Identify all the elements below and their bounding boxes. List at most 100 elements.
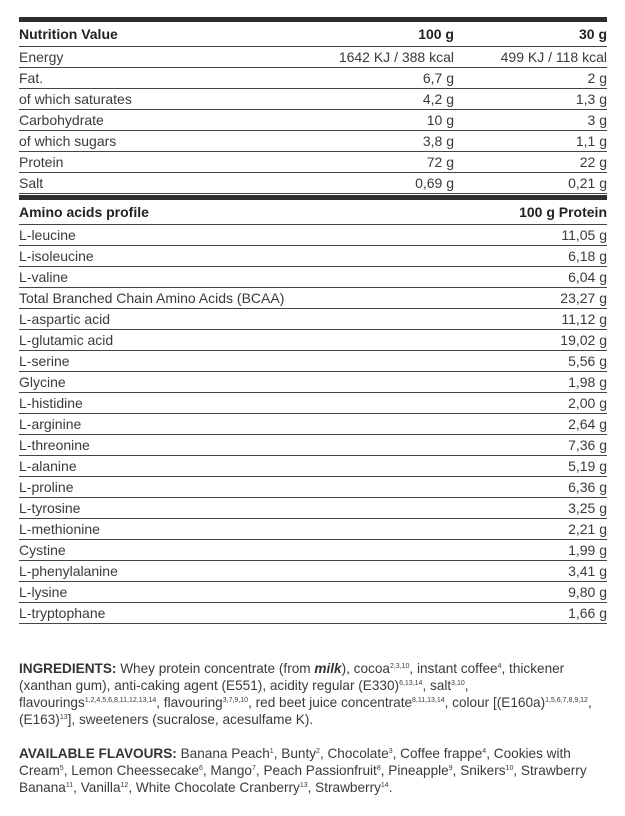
nutrition-row: Protein 72 g 22 g	[19, 151, 607, 173]
footnote-ref: 1,2,4,5,6,8,11,12,13,14	[84, 697, 157, 704]
value-30g: 499 KJ / 118 kcal	[454, 46, 607, 68]
amino-row: L-proline 6,36 g	[19, 476, 607, 498]
footnote-ref: 6,13,14	[399, 680, 423, 687]
value-100g: 6,7 g	[319, 67, 454, 89]
amino-table: Amino acids profile 100 g Protein L-leuc…	[19, 195, 607, 624]
amino-header-value: 100 g Protein	[319, 195, 607, 225]
nutrient-name: Protein	[19, 151, 319, 173]
text-run: , Peach Passionfruit	[255, 763, 377, 778]
amino-value: 6,18 g	[319, 245, 607, 267]
ingredients-paragraph: INGREDIENTS: Whey protein concentrate (f…	[19, 660, 609, 728]
footnote-ref: 7	[252, 765, 256, 772]
amino-row: L-aspartic acid 11,12 g	[19, 308, 607, 330]
amino-value: 11,05 g	[319, 224, 607, 246]
text-run: , Strawberry	[307, 780, 381, 795]
nutrition-row: of which sugars 3,8 g 1,1 g	[19, 130, 607, 152]
value-100g: 72 g	[319, 151, 454, 173]
footnote-ref: 3,7,9,10	[222, 697, 249, 704]
text-run: , Mango	[202, 763, 252, 778]
amino-name: Total Branched Chain Amino Acids (BCAA)	[19, 287, 319, 309]
flavours-text: Banana Peach1, Bunty2, Chocolate3, Coffe…	[19, 746, 587, 795]
text-run: Whey protein concentrate (from	[116, 661, 315, 676]
footnote-ref: 1	[269, 748, 274, 755]
footnote-ref: 3	[388, 748, 393, 755]
amino-value: 19,02 g	[319, 329, 607, 351]
allergen-text: milk	[314, 661, 342, 676]
ingredients-text: Whey protein concentrate (from milk), co…	[19, 661, 592, 727]
amino-name: L-tryptophane	[19, 602, 319, 624]
value-30g: 2 g	[454, 67, 607, 89]
amino-name: L-methionine	[19, 518, 319, 540]
amino-value: 2,64 g	[319, 413, 607, 435]
value-30g: 22 g	[454, 151, 607, 173]
text-run: , Lemon Cheessecake	[63, 763, 199, 778]
amino-row: L-tyrosine 3,25 g	[19, 497, 607, 519]
footnote-ref: 12	[120, 782, 129, 789]
nutrition-table: Nutrition Value 100 g 30 g Energy 1642 KJ…	[19, 17, 607, 194]
amino-row: Cystine 1,99 g	[19, 539, 607, 561]
amino-row: L-phenylalanine 3,41 g	[19, 560, 607, 582]
flavours-paragraph: AVAILABLE FLAVOURS: Banana Peach1, Bunty…	[19, 745, 609, 796]
amino-row: L-serine 5,56 g	[19, 350, 607, 372]
value-100g: 3,8 g	[319, 130, 454, 152]
text-run: , Vanilla	[73, 780, 121, 795]
amino-name: L-valine	[19, 266, 319, 288]
text-run: , (E163)	[19, 695, 592, 727]
footnote-ref: 8,11,13,14	[412, 697, 445, 704]
nutrition-header-label: Nutrition Value	[19, 17, 319, 47]
value-100g: 0,69 g	[319, 172, 454, 194]
footnote-ref: 5	[59, 765, 64, 772]
text-run: , instant coffee	[409, 661, 498, 676]
amino-row: L-glutamic acid 19,02 g	[19, 329, 607, 351]
ingredients-label: INGREDIENTS:	[19, 661, 117, 676]
text-run: , White Chocolate Cranberry	[128, 780, 300, 795]
value-100g: 10 g	[319, 109, 454, 131]
text-run: Banana Peach	[176, 746, 270, 761]
amino-value: 7,36 g	[319, 434, 607, 456]
nutrient-name: Salt	[19, 172, 319, 194]
amino-name: L-proline	[19, 476, 319, 498]
nutrient-name: Energy	[19, 46, 319, 68]
amino-row: L-tryptophane 1,66 g	[19, 602, 607, 624]
amino-row: L-valine 6,04 g	[19, 266, 607, 288]
text-run: ), cocoa	[341, 661, 390, 676]
amino-name: L-leucine	[19, 224, 319, 246]
footnote-ref: 4	[482, 748, 487, 755]
text-run: , Snikers	[452, 763, 506, 778]
amino-value: 5,56 g	[319, 350, 607, 372]
amino-value: 3,41 g	[319, 560, 607, 582]
text-run: , Bunty	[273, 746, 317, 761]
amino-row: L-arginine 2,64 g	[19, 413, 607, 435]
amino-name: L-arginine	[19, 413, 319, 435]
nutrient-name: Carbohydrate	[19, 109, 319, 131]
value-30g: 3 g	[454, 109, 607, 131]
amino-header-label: Amino acids profile	[19, 195, 319, 225]
text-run: , Chocolate	[319, 746, 389, 761]
amino-header-row: Amino acids profile 100 g Protein	[19, 195, 607, 225]
amino-name: L-serine	[19, 350, 319, 372]
footnote-ref: 13	[59, 714, 68, 721]
amino-name: L-glutamic acid	[19, 329, 319, 351]
value-30g: 0,21 g	[454, 172, 607, 194]
amino-name: L-threonine	[19, 434, 319, 456]
footnote-ref: 14	[380, 782, 389, 789]
text-run: , thickener (xanthan gum), anti-caking a…	[19, 661, 565, 693]
footnote-ref: 2	[316, 748, 320, 755]
amino-name: L-phenylalanine	[19, 560, 319, 582]
nutrition-row: Energy 1642 KJ / 388 kcal 499 KJ / 118 kca…	[19, 46, 607, 68]
flavours-label: AVAILABLE FLAVOURS:	[19, 746, 177, 761]
nutrition-row: of which saturates 4,2 g 1,3 g	[19, 88, 607, 110]
amino-value: 23,27 g	[319, 287, 607, 309]
amino-name: Cystine	[19, 539, 319, 561]
text-run: , flavourings	[19, 678, 469, 710]
amino-name: L-lysine	[19, 581, 319, 603]
value-100g: 1642 KJ / 388 kcal	[319, 46, 454, 68]
text-run: , red beet juice concentrate	[248, 695, 413, 710]
amino-row: Glycine 1,98 g	[19, 371, 607, 393]
value-100g: 4,2 g	[319, 88, 454, 110]
footnote-ref: 10	[505, 765, 514, 772]
text-run: , salt	[422, 678, 452, 693]
amino-name: L-tyrosine	[19, 497, 319, 519]
text-run: , flavouring	[156, 695, 223, 710]
